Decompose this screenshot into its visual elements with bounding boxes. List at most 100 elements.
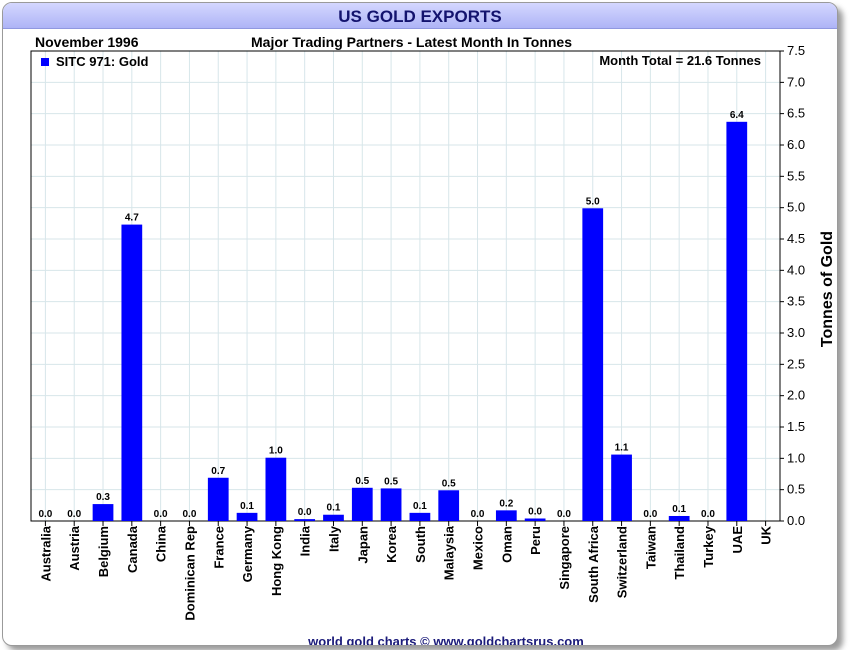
- bar: [351, 487, 373, 521]
- x-tick-label: China: [154, 525, 169, 562]
- bars: [92, 121, 748, 522]
- legend-swatch: [41, 58, 49, 66]
- data-label: 0.1: [240, 501, 254, 512]
- y-tick-label: 2.0: [787, 388, 805, 403]
- data-label: 0.0: [701, 509, 715, 520]
- x-tick-label: Korea: [384, 525, 399, 563]
- x-tick-label: Australia: [38, 525, 53, 581]
- y-tick-label: 0.0: [787, 513, 805, 528]
- bar: [409, 512, 431, 521]
- x-tick-label: Italy: [326, 525, 341, 552]
- data-label: 0.2: [499, 498, 513, 509]
- x-tick-label: Peru: [528, 526, 543, 555]
- y-tick-label: 6.5: [787, 106, 805, 121]
- y-tick-label: 1.0: [787, 450, 805, 465]
- data-label: 0.1: [413, 501, 427, 512]
- x-tick-label: Austria: [67, 525, 82, 571]
- chart-title: US GOLD EXPORTS: [338, 7, 502, 26]
- y-tick-label: 2.5: [787, 356, 805, 371]
- data-label: 0.0: [154, 509, 168, 520]
- title-bar: [3, 3, 837, 29]
- y-tick-label: 3.5: [787, 294, 805, 309]
- data-label: 0.5: [442, 478, 456, 489]
- bar: [121, 224, 143, 521]
- data-label: 0.5: [355, 476, 369, 487]
- bar: [726, 121, 748, 522]
- bar: [380, 488, 402, 521]
- y-tick-label: 5.0: [787, 200, 805, 215]
- y-tick-label: 7.0: [787, 74, 805, 89]
- bar: [236, 512, 258, 521]
- y-tick-label: 4.5: [787, 231, 805, 246]
- data-label: 0.0: [67, 509, 81, 520]
- data-label: 0.0: [528, 506, 542, 517]
- x-tick-label: UAE: [730, 526, 745, 554]
- x-tick-label: Canada: [125, 525, 140, 573]
- data-label: 0.0: [182, 509, 196, 520]
- data-label: 0.0: [557, 509, 571, 520]
- data-label: 0.0: [643, 509, 657, 520]
- bar: [495, 510, 517, 521]
- x-tick-label: UK: [759, 525, 774, 544]
- data-label: 0.0: [471, 509, 485, 520]
- data-label: 0.1: [327, 503, 341, 514]
- x-tick-label: Japan: [355, 526, 370, 564]
- x-tick-label: Dominican Rep: [182, 526, 197, 621]
- y-tick-label: 4.0: [787, 262, 805, 277]
- y-tick-label: 7.5: [787, 43, 805, 58]
- data-label: 0.0: [38, 509, 52, 520]
- grid: [31, 50, 780, 522]
- y-tick-label: 1.5: [787, 419, 805, 434]
- data-label: 0.0: [298, 507, 312, 518]
- x-tick-label: Turkey: [701, 525, 716, 567]
- y-tick-label: 3.0: [787, 325, 805, 340]
- credit-text: world gold charts © www.goldchartsrus.co…: [308, 634, 584, 646]
- x-tick-label: Germany: [240, 525, 255, 582]
- bar: [92, 504, 114, 521]
- bar: [524, 518, 546, 521]
- x-tick-label: Belgium: [96, 526, 111, 577]
- y-tick-label: 0.5: [787, 482, 805, 497]
- legend-label: SITC 971: Gold: [56, 54, 149, 69]
- month-total-annotation: Month Total = 21.6 Tonnes: [599, 53, 761, 68]
- x-tick-label: South: [413, 526, 428, 563]
- bar: [207, 477, 229, 521]
- data-label: 0.1: [672, 504, 686, 515]
- x-tick-label: Switzerland: [615, 526, 630, 598]
- x-tick-label: South Africa: [586, 525, 601, 603]
- x-tick-label: Hong Kong: [269, 526, 284, 596]
- x-tick-label: Oman: [499, 526, 514, 563]
- y-tick-label: 6.0: [787, 137, 805, 152]
- data-label: 0.5: [384, 476, 398, 487]
- data-label: 4.7: [125, 213, 139, 224]
- chart-frame: US GOLD EXPORTS November 1996 Major Trad…: [2, 2, 838, 646]
- data-label: 5.0: [586, 196, 600, 207]
- x-tick-label: Malaysia: [442, 525, 457, 580]
- chart-period: November 1996: [35, 34, 139, 50]
- plot-area: [30, 50, 781, 522]
- bar: [323, 514, 344, 521]
- y-axis-ticks: 0.0 0.5 1.0 1.5 2.0 2.5 3.0 3.5 4.0 4.5 5.0 5.5 6.0 6…: [780, 43, 805, 528]
- y-tick-label: 5.5: [787, 168, 805, 183]
- x-tick-label: France: [211, 526, 226, 569]
- chart-subtitle: Major Trading Partners - Latest Month In…: [251, 34, 572, 50]
- legend: SITC 971: Gold: [41, 54, 149, 69]
- bar: [294, 519, 316, 521]
- x-axis-ticks: Australia Austria Belgium Canada China Domini…: [38, 521, 774, 621]
- bar: [438, 490, 460, 521]
- x-tick-label: Thailand: [672, 526, 687, 580]
- bar: [265, 457, 287, 521]
- data-label: 6.4: [730, 110, 744, 121]
- bar: [582, 208, 604, 521]
- data-label: 0.3: [96, 492, 110, 503]
- x-tick-label: Taiwan: [643, 526, 658, 569]
- bar-chart: 0.0 0.00.34.70.0 0.00.70.11.00.0 0.10.5 0.50…: [30, 43, 836, 621]
- x-tick-label: Singapore: [557, 526, 572, 590]
- x-tick-label: Mexico: [471, 526, 486, 570]
- bar: [611, 454, 632, 521]
- data-label: 0.7: [211, 466, 225, 477]
- data-labels: 0.0 0.0 0.3 4.7 0.0 0.0 0.7 0.1 1.0 0.0 0.1 0.5 0.5 0…: [38, 110, 744, 520]
- bar: [668, 515, 690, 521]
- x-tick-label: India: [298, 525, 313, 556]
- y-axis-label: Tonnes of Gold: [819, 231, 836, 347]
